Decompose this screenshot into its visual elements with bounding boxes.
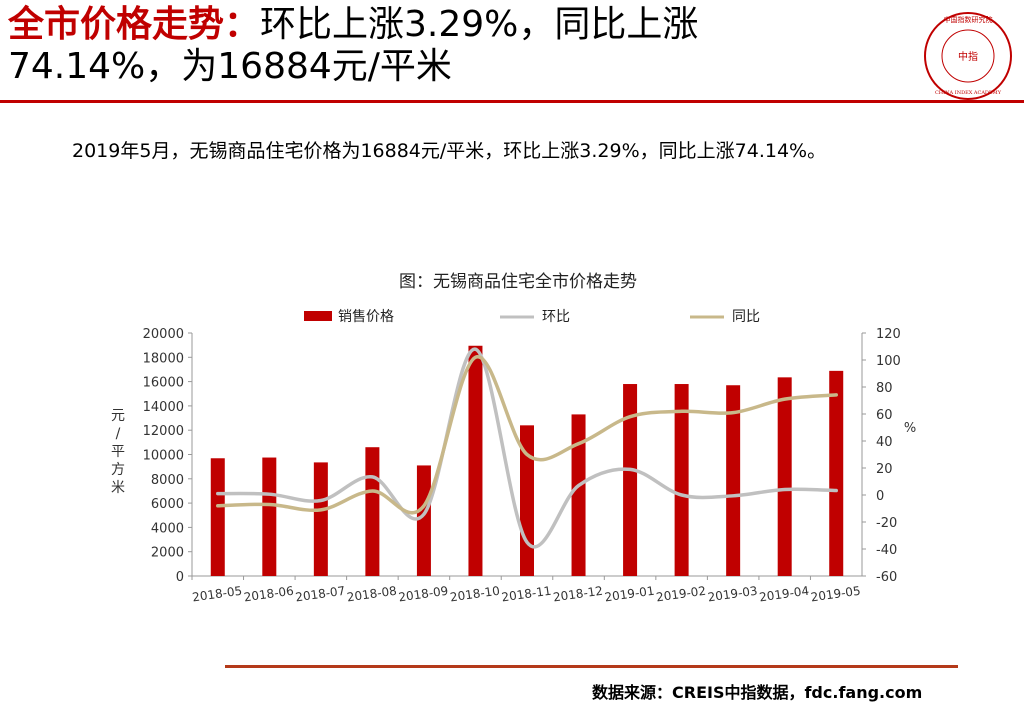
left-tick-label: 0 xyxy=(176,570,184,585)
bar-2018-12 xyxy=(571,414,586,576)
left-tick-label: 6000 xyxy=(151,497,184,512)
left-tick-label: 4000 xyxy=(151,521,184,536)
line-series-环比 xyxy=(216,347,838,549)
right-tick-label: -40 xyxy=(876,543,897,558)
bar-2018-09 xyxy=(416,465,431,576)
bar-2019-04 xyxy=(777,377,792,576)
bar-2019-02 xyxy=(674,384,689,576)
line-series-同比 xyxy=(216,355,838,515)
legend-swatch-0 xyxy=(304,311,332,321)
left-tick-label: 16000 xyxy=(143,376,184,391)
logo-bottom-text: CHINA INDEX ACADEMY xyxy=(935,90,1002,96)
left-axis-label-char: 元 xyxy=(111,408,125,424)
left-tick-label: 12000 xyxy=(143,424,184,439)
right-tick-label: 60 xyxy=(876,408,893,423)
bar-2018-10 xyxy=(468,345,483,576)
right-tick-label: -60 xyxy=(876,570,897,585)
left-tick-label: 14000 xyxy=(143,400,184,415)
right-tick-label: 120 xyxy=(876,327,901,342)
legend-label-1: 环比 xyxy=(542,309,570,325)
x-tick-label: 2019-02 xyxy=(655,584,707,605)
title-highlight: 全市价格走势： xyxy=(8,4,261,45)
title-line-1-text: 环比上涨3.29%，同比上涨 xyxy=(260,4,699,45)
bar-2018-05 xyxy=(210,458,225,576)
right-tick-label: 80 xyxy=(876,381,893,396)
right-tick-label: 20 xyxy=(876,462,893,477)
x-tick-label: 2018-12 xyxy=(552,584,604,605)
bottom-divider xyxy=(225,665,958,668)
bar-2018-06 xyxy=(262,457,277,576)
x-tick-label: 2018-11 xyxy=(501,584,553,605)
right-axis-label: % xyxy=(904,421,916,436)
left-tick-label: 18000 xyxy=(143,351,184,366)
bar-2018-07 xyxy=(313,462,328,576)
right-tick-label: 100 xyxy=(876,354,901,369)
left-axis-label-char: 米 xyxy=(111,480,125,496)
summary-text: 2019年5月，无锡商品住宅价格为16884元/平米，环比上涨3.29%，同比上… xyxy=(72,140,827,162)
x-tick-label: 2018-09 xyxy=(398,584,450,605)
left-axis-label-char: / xyxy=(116,426,121,442)
bar-2019-01 xyxy=(623,384,638,576)
china-index-academy-logo: 中国指数研究院 中指 CHINA INDEX ACADEMY xyxy=(924,12,1012,100)
left-tick-label: 10000 xyxy=(143,449,184,464)
bar-2018-08 xyxy=(365,447,380,576)
right-tick-label: 0 xyxy=(876,489,884,504)
x-tick-label: 2018-05 xyxy=(191,584,243,605)
x-tick-label: 2018-08 xyxy=(346,584,398,605)
chart-title: 图：无锡商品住宅全市价格走势 xyxy=(399,272,637,292)
x-tick-label: 2018-06 xyxy=(243,584,295,605)
right-tick-label: -20 xyxy=(876,516,897,531)
title-line-1: 全市价格走势：环比上涨3.29%，同比上涨 xyxy=(8,4,908,46)
left-axis-label-char: 平 xyxy=(111,444,125,460)
title-line-2: 74.14%，为16884元/平米 xyxy=(8,46,452,87)
page-title: 全市价格走势：环比上涨3.29%，同比上涨 74.14%，为16884元/平米 xyxy=(8,4,908,88)
x-tick-label: 2018-10 xyxy=(449,584,501,605)
x-tick-label: 2019-04 xyxy=(758,584,810,605)
logo-top-text: 中国指数研究院 xyxy=(944,15,993,24)
logo-center-text: 中指 xyxy=(958,50,978,63)
left-tick-label: 2000 xyxy=(151,546,184,561)
left-tick-label: 8000 xyxy=(151,473,184,488)
data-source: 数据来源：CREIS中指数据，fdc.fang.com xyxy=(592,683,923,702)
left-axis-label-char: 方 xyxy=(111,462,125,478)
bar-2019-03 xyxy=(726,385,741,576)
x-tick-label: 2019-05 xyxy=(810,584,862,605)
x-tick-label: 2019-01 xyxy=(604,584,656,605)
left-tick-label: 20000 xyxy=(143,327,184,342)
legend-label-0: 销售价格 xyxy=(338,309,394,325)
legend-label-2: 同比 xyxy=(732,309,760,325)
bar-2019-05 xyxy=(829,370,844,576)
x-tick-label: 2018-07 xyxy=(294,584,346,605)
top-divider xyxy=(0,100,1024,103)
right-tick-label: 40 xyxy=(876,435,893,450)
x-tick-label: 2019-03 xyxy=(707,584,759,605)
